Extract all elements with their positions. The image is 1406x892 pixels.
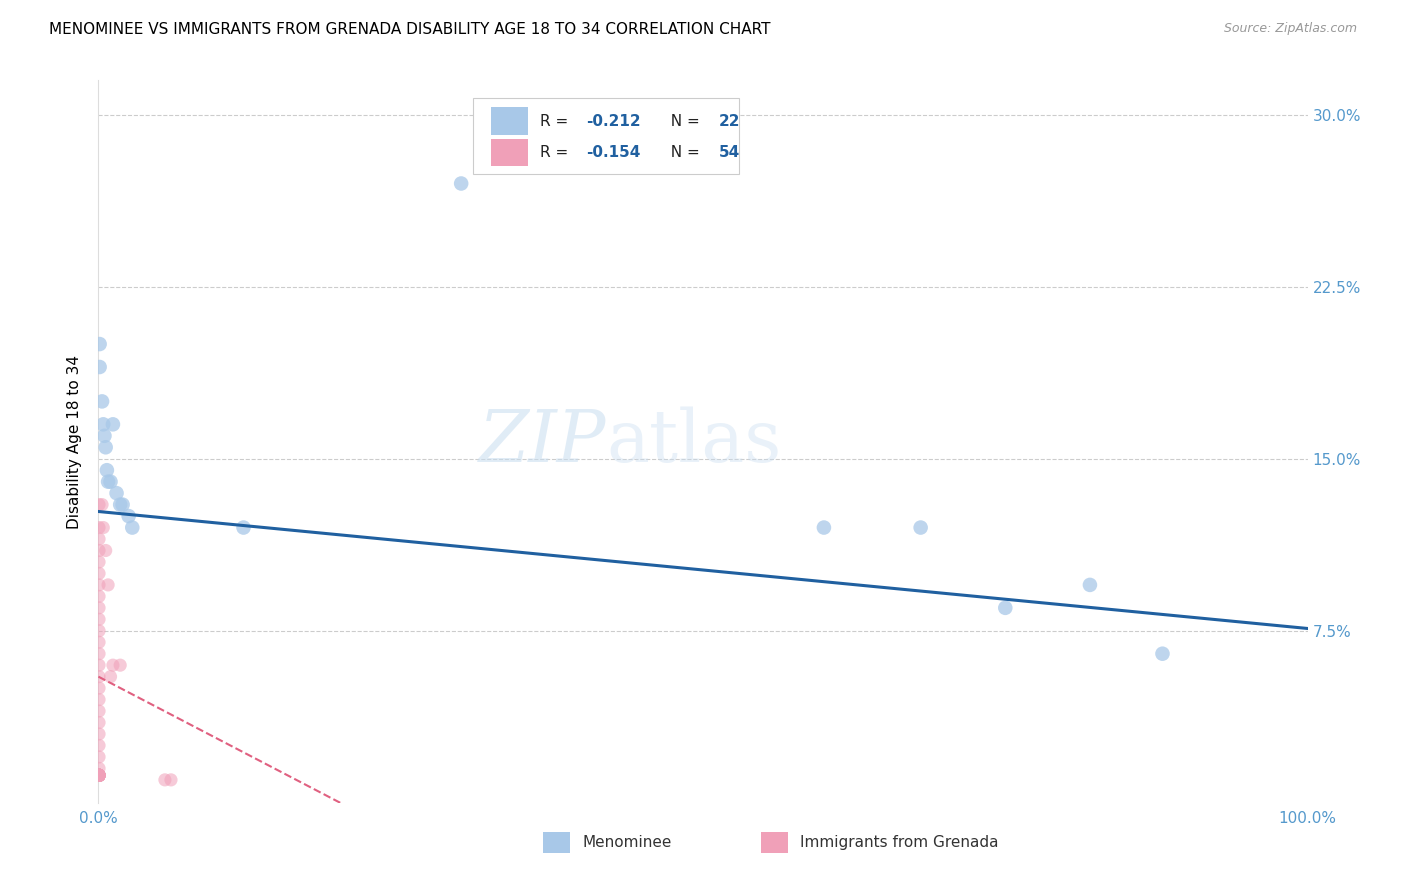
Point bbox=[89, 359, 111, 374]
Bar bbox=[492, 107, 527, 135]
Point bbox=[111, 498, 134, 512]
Point bbox=[1152, 647, 1174, 661]
Text: 22: 22 bbox=[718, 113, 740, 128]
Point bbox=[108, 498, 131, 512]
Point bbox=[87, 768, 110, 782]
Point bbox=[101, 417, 124, 432]
Point bbox=[87, 498, 110, 512]
Text: MENOMINEE VS IMMIGRANTS FROM GRENADA DISABILITY AGE 18 TO 34 CORRELATION CHART: MENOMINEE VS IMMIGRANTS FROM GRENADA DIS… bbox=[49, 22, 770, 37]
Point bbox=[87, 612, 110, 626]
Text: Immigrants from Grenada: Immigrants from Grenada bbox=[800, 835, 998, 850]
Point bbox=[91, 498, 114, 512]
Point bbox=[87, 727, 110, 741]
Point bbox=[91, 520, 114, 534]
Bar bbox=[543, 832, 569, 853]
Point bbox=[87, 768, 110, 782]
Text: -0.154: -0.154 bbox=[586, 145, 640, 161]
Point bbox=[87, 768, 110, 782]
Point bbox=[87, 768, 110, 782]
Y-axis label: Disability Age 18 to 34: Disability Age 18 to 34 bbox=[67, 354, 83, 529]
Point bbox=[232, 520, 254, 534]
Point bbox=[94, 440, 117, 454]
Point bbox=[87, 768, 110, 782]
Bar bbox=[492, 139, 527, 167]
Point bbox=[813, 520, 835, 534]
Text: Menominee: Menominee bbox=[582, 835, 672, 850]
Point bbox=[100, 670, 122, 684]
Point bbox=[87, 750, 110, 764]
Point bbox=[97, 475, 120, 489]
Point bbox=[96, 463, 118, 477]
Text: ZIP: ZIP bbox=[479, 406, 606, 477]
Point bbox=[87, 768, 110, 782]
Text: 54: 54 bbox=[718, 145, 740, 161]
Point bbox=[87, 768, 110, 782]
Point bbox=[87, 555, 110, 569]
Point bbox=[100, 475, 122, 489]
Point bbox=[87, 566, 110, 581]
Point bbox=[93, 429, 115, 443]
Point bbox=[87, 532, 110, 546]
Point bbox=[87, 761, 110, 775]
Point bbox=[87, 635, 110, 649]
Point bbox=[94, 543, 117, 558]
Point bbox=[108, 658, 131, 673]
Point bbox=[105, 486, 128, 500]
Point bbox=[87, 768, 110, 782]
Point bbox=[118, 509, 141, 524]
Point bbox=[91, 394, 114, 409]
Point bbox=[91, 417, 114, 432]
Text: N =: N = bbox=[661, 145, 704, 161]
Point bbox=[153, 772, 176, 787]
Point bbox=[87, 681, 110, 695]
Point bbox=[87, 768, 110, 782]
Point bbox=[87, 670, 110, 684]
Point bbox=[87, 768, 110, 782]
Point bbox=[101, 658, 124, 673]
Text: -0.212: -0.212 bbox=[586, 113, 640, 128]
Point bbox=[87, 768, 110, 782]
Text: R =: R = bbox=[540, 145, 572, 161]
Text: atlas: atlas bbox=[606, 406, 782, 477]
Text: Source: ZipAtlas.com: Source: ZipAtlas.com bbox=[1223, 22, 1357, 36]
Point bbox=[87, 768, 110, 782]
Point bbox=[87, 768, 110, 782]
Point bbox=[89, 337, 111, 351]
Point bbox=[87, 768, 110, 782]
Point bbox=[87, 768, 110, 782]
Point bbox=[87, 768, 110, 782]
Point bbox=[910, 520, 932, 534]
Point bbox=[994, 600, 1017, 615]
Point bbox=[87, 768, 110, 782]
Point bbox=[450, 177, 472, 191]
Bar bbox=[761, 832, 787, 853]
Point bbox=[87, 590, 110, 604]
FancyBboxPatch shape bbox=[474, 98, 740, 174]
Point bbox=[87, 768, 110, 782]
Point bbox=[87, 768, 110, 782]
Point bbox=[121, 520, 143, 534]
Point bbox=[87, 704, 110, 718]
Point bbox=[87, 543, 110, 558]
Point bbox=[87, 520, 110, 534]
Point bbox=[160, 772, 183, 787]
Point bbox=[87, 768, 110, 782]
Point bbox=[87, 600, 110, 615]
Point bbox=[87, 739, 110, 753]
Text: N =: N = bbox=[661, 113, 704, 128]
Point bbox=[87, 715, 110, 730]
Text: R =: R = bbox=[540, 113, 572, 128]
Point bbox=[1078, 578, 1101, 592]
Point bbox=[97, 578, 120, 592]
Point bbox=[87, 647, 110, 661]
Point bbox=[87, 768, 110, 782]
Point bbox=[87, 692, 110, 706]
Point bbox=[87, 578, 110, 592]
Point bbox=[87, 624, 110, 638]
Point bbox=[87, 768, 110, 782]
Point bbox=[87, 658, 110, 673]
